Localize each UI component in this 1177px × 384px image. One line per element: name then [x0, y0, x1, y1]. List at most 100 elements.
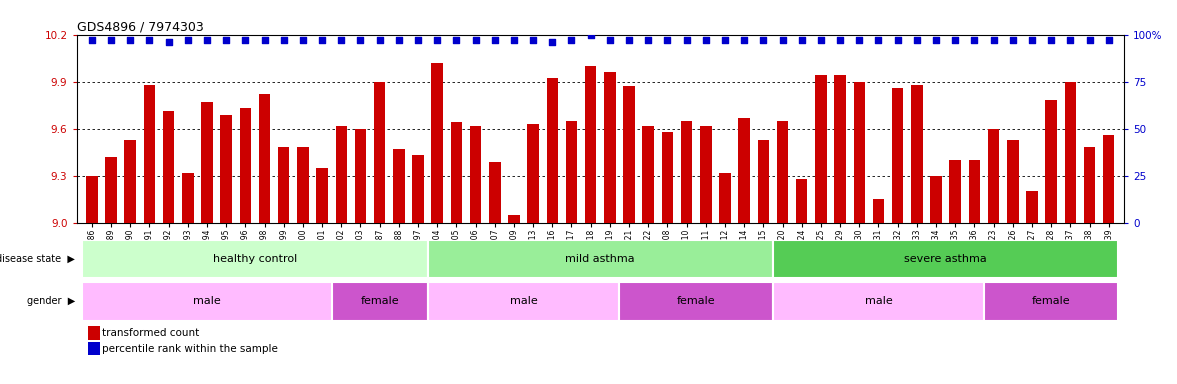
Bar [773, 240, 1118, 278]
Bar [988, 129, 999, 223]
Point [792, 37, 811, 43]
Bar [259, 94, 271, 223]
Point [543, 39, 561, 45]
Bar [1064, 81, 1076, 223]
Bar [240, 108, 251, 223]
Point [313, 37, 332, 43]
Bar [527, 124, 539, 223]
Bar [105, 157, 117, 223]
Point [926, 37, 945, 43]
Bar [354, 129, 366, 223]
Point [1003, 37, 1022, 43]
Bar [427, 282, 619, 321]
Bar [508, 215, 520, 223]
Point [427, 37, 446, 43]
Bar [125, 140, 137, 223]
Point [121, 37, 140, 43]
Point [255, 37, 274, 43]
Text: transformed count: transformed count [102, 328, 200, 338]
Point [658, 37, 677, 43]
Point [159, 39, 178, 45]
Point [1080, 37, 1099, 43]
Point [140, 37, 159, 43]
Point [619, 37, 638, 43]
Point [274, 37, 293, 43]
Text: GDS4896 / 7974303: GDS4896 / 7974303 [77, 20, 204, 33]
Bar [451, 122, 463, 223]
Bar [1008, 140, 1018, 223]
Point [811, 37, 830, 43]
Bar [930, 175, 942, 223]
Point [563, 37, 581, 43]
Bar [144, 85, 155, 223]
Point [371, 37, 390, 43]
Bar [1026, 191, 1038, 223]
Bar [412, 155, 424, 223]
Text: percentile rank within the sample: percentile rank within the sample [102, 344, 278, 354]
Point [831, 37, 850, 43]
Bar [278, 147, 290, 223]
Text: gender  ▶: gender ▶ [27, 296, 75, 306]
Point [907, 37, 926, 43]
Point [697, 37, 716, 43]
Text: male: male [193, 296, 221, 306]
Bar [546, 78, 558, 223]
Bar [853, 81, 865, 223]
Bar [619, 282, 773, 321]
Bar [700, 126, 712, 223]
Bar [1084, 147, 1096, 223]
Point [639, 37, 658, 43]
Point [946, 37, 965, 43]
Bar [201, 102, 213, 223]
Point [198, 37, 217, 43]
Bar [427, 240, 773, 278]
Bar [566, 121, 577, 223]
Bar [86, 175, 98, 223]
Point [1023, 37, 1042, 43]
Bar [950, 160, 960, 223]
Text: disease state  ▶: disease state ▶ [0, 254, 75, 264]
Text: female: female [360, 296, 399, 306]
Point [101, 37, 120, 43]
Text: mild asthma: mild asthma [565, 254, 636, 264]
Point [965, 37, 984, 43]
Point [773, 37, 792, 43]
Point [505, 37, 524, 43]
Bar [892, 88, 904, 223]
Point [984, 37, 1003, 43]
Point [1060, 37, 1079, 43]
Point [869, 37, 887, 43]
Text: healthy control: healthy control [213, 254, 297, 264]
Bar [220, 114, 232, 223]
Point [734, 37, 753, 43]
Bar [680, 121, 692, 223]
Bar [374, 81, 385, 223]
Bar [738, 118, 750, 223]
Point [850, 37, 869, 43]
Point [217, 37, 235, 43]
Bar [969, 160, 980, 223]
Bar [816, 75, 826, 223]
Point [293, 37, 312, 43]
Bar [335, 126, 347, 223]
Bar [393, 149, 405, 223]
Bar [643, 126, 654, 223]
Point [600, 37, 619, 43]
Point [677, 37, 696, 43]
Point [82, 37, 101, 43]
Bar [604, 72, 616, 223]
Bar [82, 282, 332, 321]
Bar [297, 147, 308, 223]
Bar [317, 168, 328, 223]
Bar [82, 240, 427, 278]
Point [408, 37, 427, 43]
Bar [470, 126, 481, 223]
Point [447, 37, 466, 43]
Point [1042, 37, 1060, 43]
Text: male: male [865, 296, 892, 306]
Bar [661, 132, 673, 223]
Bar [872, 199, 884, 223]
Bar [911, 85, 923, 223]
Text: female: female [1032, 296, 1070, 306]
Bar [182, 172, 193, 223]
